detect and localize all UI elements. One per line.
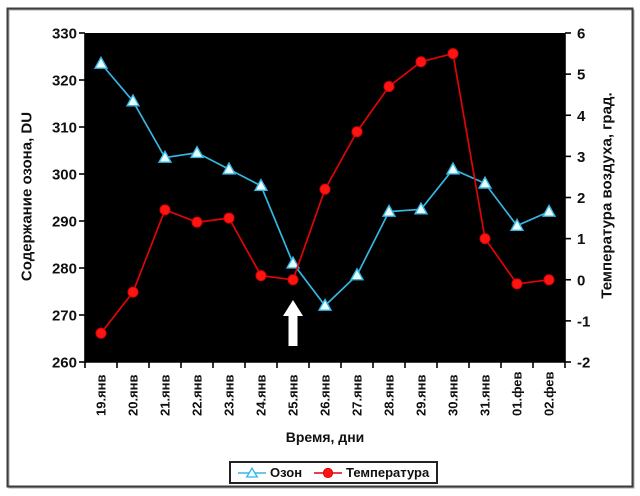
left-axis-tick-label: 300: [52, 167, 77, 184]
x-axis-date-label: 21.янв: [158, 374, 173, 416]
x-axis-date-label: 24.янв: [254, 374, 269, 416]
temperature-point: [159, 204, 171, 216]
right-axis-tick-label: 1: [577, 231, 585, 248]
temperature-point: [287, 274, 299, 286]
right-axis-title: Температура воздуха, град.: [598, 92, 616, 299]
figure-border: [6, 7, 634, 488]
x-axis-date-label: 19.янв: [94, 374, 109, 416]
right-axis-tick-label: 5: [577, 67, 585, 84]
ozone-point: [189, 145, 205, 159]
legend-label-ozone: Озон: [270, 465, 303, 480]
ozone-point: [541, 203, 557, 217]
x-axis-date-label: 27.янв: [350, 374, 365, 416]
plot-area: [85, 33, 565, 362]
ozone-point: [317, 297, 333, 311]
x-axis-date-label: 22.янв: [190, 374, 205, 416]
legend-item-ozone: Озон: [238, 465, 302, 480]
up-arrow-annotation: [283, 300, 303, 346]
ozone-point: [477, 175, 493, 189]
ozone-point: [221, 161, 237, 175]
ozone-point: [157, 149, 173, 163]
ozone-legend-marker-icon: [238, 466, 266, 479]
temperature-legend-marker-icon: [314, 467, 343, 479]
ozone-point: [349, 267, 365, 281]
x-axis-date-label: 31.янв: [478, 374, 493, 416]
ozone-point: [125, 93, 141, 107]
left-axis-tick-label: 310: [52, 120, 77, 137]
x-axis-date-label: 20.янв: [126, 374, 141, 416]
left-axis-tick-label: 260: [52, 355, 77, 372]
x-axis-title: Время, дни: [285, 429, 365, 445]
temperature-point: [127, 286, 139, 298]
x-axis-date-label: 02.фев: [542, 371, 557, 416]
left-axis-tick-label: 320: [52, 73, 77, 90]
x-axis-date-label: 23.янв: [222, 374, 237, 416]
left-axis-title: Содержание озона, DU: [18, 111, 36, 282]
ozone-point: [285, 255, 301, 269]
temperature-point: [415, 56, 427, 68]
right-axis-tick-label: 6: [577, 26, 585, 43]
temperature-point: [479, 233, 491, 245]
temperature-series: [95, 48, 555, 339]
legend: Озон Температура: [229, 461, 439, 484]
ozone-point: [509, 218, 525, 231]
temperature-point: [383, 80, 395, 92]
ozone-point: [413, 201, 429, 215]
temperature-point: [191, 216, 203, 228]
left-axis-tick-label: 280: [52, 261, 77, 278]
figure-border-shadow: [8, 9, 635, 489]
x-axis-date-label: 25.янв: [286, 374, 301, 416]
left-axis-tick-label: 330: [52, 26, 77, 43]
left-axis-tick-label: 290: [52, 214, 77, 231]
ozone-point: [253, 178, 269, 192]
x-axis-date-label: 26.янв: [318, 374, 333, 416]
temperature-point: [351, 126, 363, 138]
x-axis-date-label: 29.янв: [414, 374, 429, 416]
x-axis-date-label: 28.янв: [382, 374, 397, 416]
x-axis-date-label: 01.фев: [510, 371, 525, 416]
ozone-point: [381, 203, 397, 217]
temperature-point: [319, 183, 331, 195]
right-axis-tick-label: -2: [577, 355, 590, 372]
ozone-point: [93, 55, 109, 69]
temperature-point: [95, 327, 107, 339]
right-axis-tick-label: 4: [577, 108, 586, 125]
temperature-point: [511, 278, 523, 290]
right-axis-tick-label: 0: [577, 272, 585, 289]
temperature-point: [447, 48, 459, 60]
right-axis-tick-label: 2: [577, 190, 585, 207]
left-axis-tick-label: 270: [52, 308, 77, 325]
temperature-point: [543, 274, 555, 286]
right-axis-tick-label: 3: [577, 149, 585, 166]
legend-item-temperature: Температура: [314, 465, 429, 480]
legend-label-temperature: Температура: [346, 465, 430, 480]
temperature-point: [255, 270, 267, 282]
right-axis-tick-label: -1: [577, 313, 590, 330]
ozone-point: [445, 161, 461, 175]
axes: 330 320 310 300 290 280 270 260 6 5 4 3 2 1 0 -1 -2 19.ян…: [52, 26, 590, 417]
temperature-point: [223, 212, 235, 224]
x-axis-date-label: 30.янв: [446, 374, 461, 416]
